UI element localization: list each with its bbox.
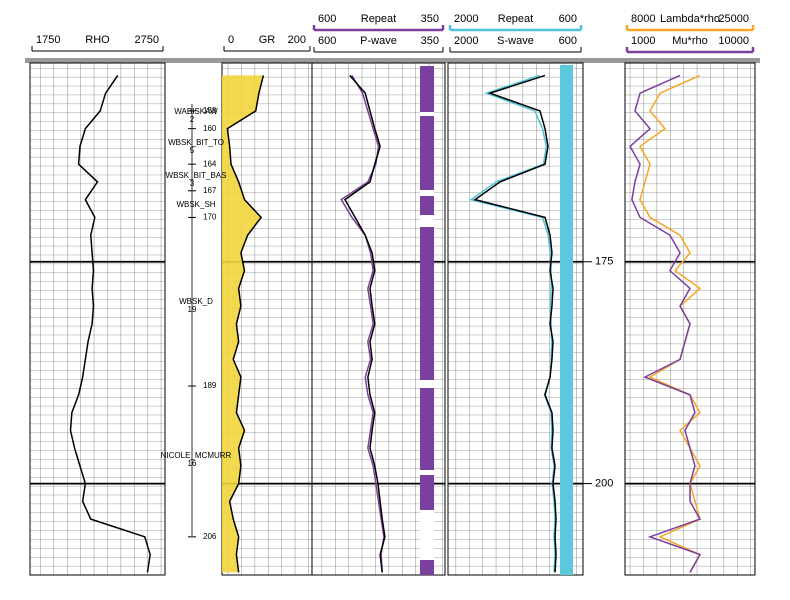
depth-label: 200 (595, 478, 613, 490)
facies-gap (420, 190, 434, 196)
band (560, 65, 573, 575)
top-name: WBSK_SH (176, 200, 215, 209)
top-code: 5 (190, 146, 195, 155)
facies-gap (420, 215, 434, 227)
header-min: 2000 (454, 35, 478, 47)
curve (469, 74, 556, 573)
top-code: 19 (188, 305, 197, 314)
top-depth: 189 (203, 381, 217, 390)
header-max: 350 (421, 13, 439, 25)
track-grid (29, 62, 166, 576)
top-name: WABISKAW (174, 107, 218, 116)
header-line (625, 25, 755, 32)
legend-entry: RHO (85, 34, 110, 46)
header-min: 0 (228, 34, 234, 46)
header-max: 600 (559, 13, 577, 25)
legend-entry: P-wave (360, 35, 397, 47)
curve (629, 74, 702, 573)
header-max: 25000 (718, 13, 749, 25)
facies-gap (420, 380, 434, 388)
header-min: 600 (318, 35, 336, 47)
header-max: 350 (421, 35, 439, 47)
facies-column (420, 66, 434, 575)
header-max: 10000 (718, 35, 749, 47)
top-depth: 170 (203, 213, 217, 222)
curve (226, 75, 265, 573)
curve (343, 74, 386, 573)
top-border (25, 58, 760, 63)
top-code: 2 (190, 115, 195, 124)
top-depth: 164 (203, 159, 217, 168)
header-line (31, 46, 164, 52)
top-name: NICOLE_MCMURR (161, 451, 232, 460)
top-depth: 160 (203, 124, 217, 133)
legend-entry: Lambda*rho (660, 13, 720, 25)
top-name: WBSK_BIT_BAS (166, 171, 227, 180)
top-code: 16 (188, 459, 197, 468)
header-line (312, 25, 445, 32)
curve-fill (222, 75, 264, 573)
header-line (313, 47, 444, 53)
legend-entry: GR (259, 34, 276, 46)
top-code: 3 (190, 179, 195, 188)
header-line (223, 46, 311, 52)
header-min: 8000 (631, 13, 655, 25)
curve (473, 74, 557, 573)
top-name: WBSK_BIT_TO (168, 138, 224, 147)
legend-entry: S-wave (497, 35, 534, 47)
header-max: 600 (559, 35, 577, 47)
curve (69, 74, 151, 573)
facies-gap (420, 470, 434, 475)
depth-label: 175 (595, 256, 613, 268)
legend-entry: Repeat (498, 13, 533, 25)
header-min: 600 (318, 13, 336, 25)
header-min: 2000 (454, 13, 478, 25)
top-depth: 158 (203, 106, 217, 115)
header-max: 2750 (135, 34, 159, 46)
top-depth: 206 (203, 532, 217, 541)
header-max: 200 (288, 34, 306, 46)
facies-gap (420, 510, 434, 560)
top-depth: 167 (203, 186, 217, 195)
header-line (625, 47, 755, 54)
header-min: 1750 (36, 34, 60, 46)
legend-entry: Repeat (361, 13, 396, 25)
legend-entry: Mu*rho (672, 35, 707, 47)
facies-gap (420, 112, 434, 116)
top-name: WBSK_D (179, 297, 213, 306)
header-line (448, 25, 583, 32)
header-line (449, 47, 582, 53)
header-min: 1000 (631, 35, 655, 47)
